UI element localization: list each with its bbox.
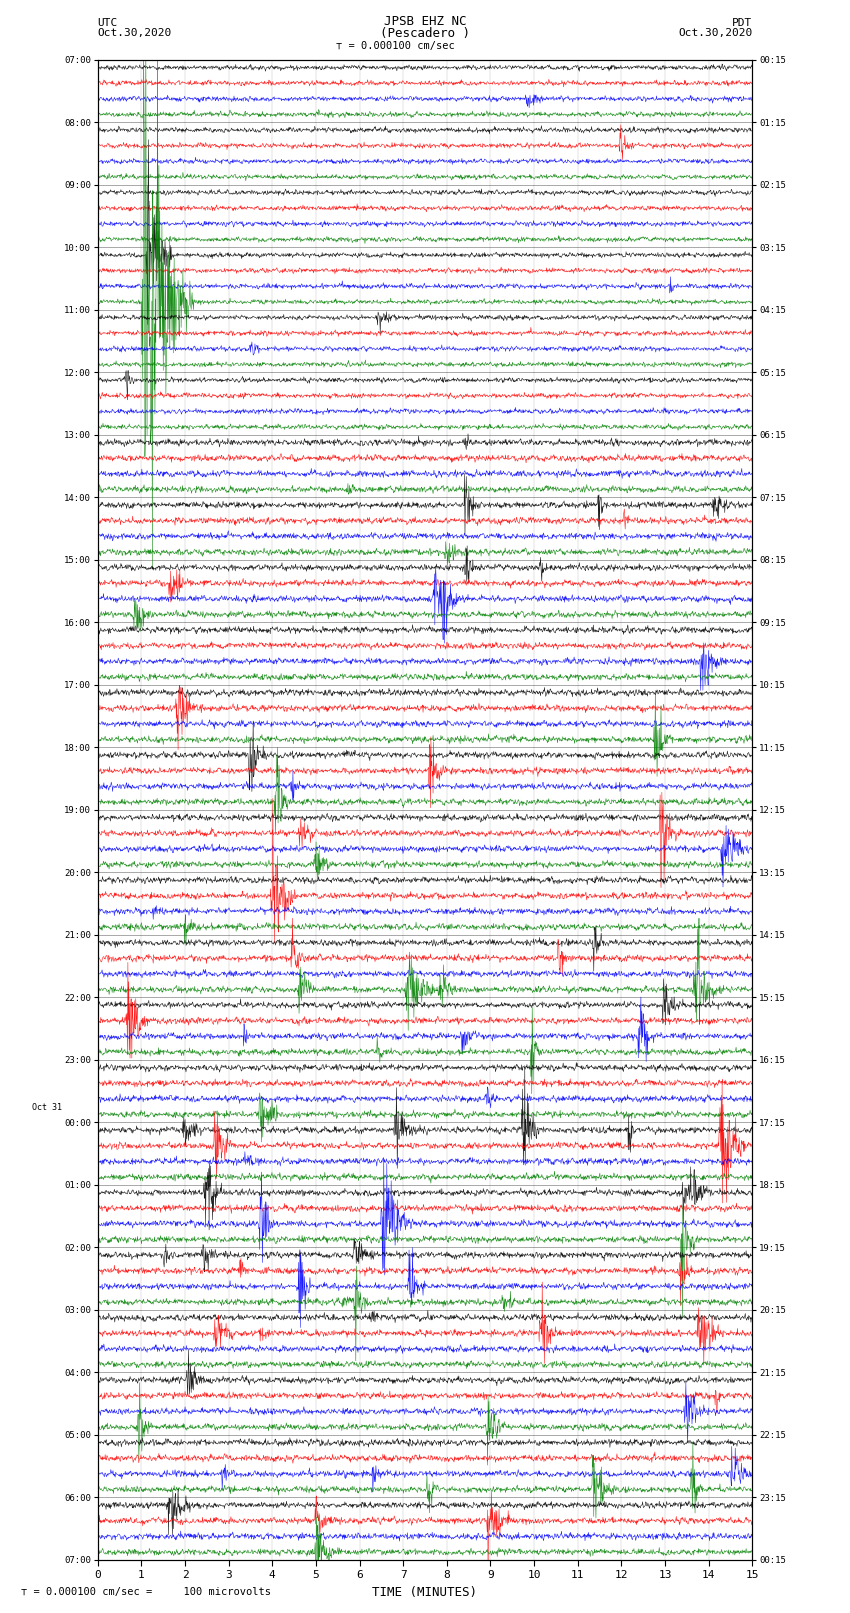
Text: (Pescadero ): (Pescadero )	[380, 26, 470, 39]
Text: Oct.30,2020: Oct.30,2020	[98, 27, 172, 37]
Text: PDT: PDT	[732, 18, 752, 29]
Text: ⊤ = 0.000100 cm/sec =     100 microvolts: ⊤ = 0.000100 cm/sec = 100 microvolts	[21, 1587, 271, 1597]
X-axis label: TIME (MINUTES): TIME (MINUTES)	[372, 1586, 478, 1598]
Text: ⊤ = 0.000100 cm/sec: ⊤ = 0.000100 cm/sec	[336, 40, 455, 50]
Text: Oct.30,2020: Oct.30,2020	[678, 27, 752, 37]
Text: Oct 31: Oct 31	[31, 1103, 62, 1113]
Text: UTC: UTC	[98, 18, 118, 29]
Text: JPSB EHZ NC: JPSB EHZ NC	[383, 15, 467, 29]
